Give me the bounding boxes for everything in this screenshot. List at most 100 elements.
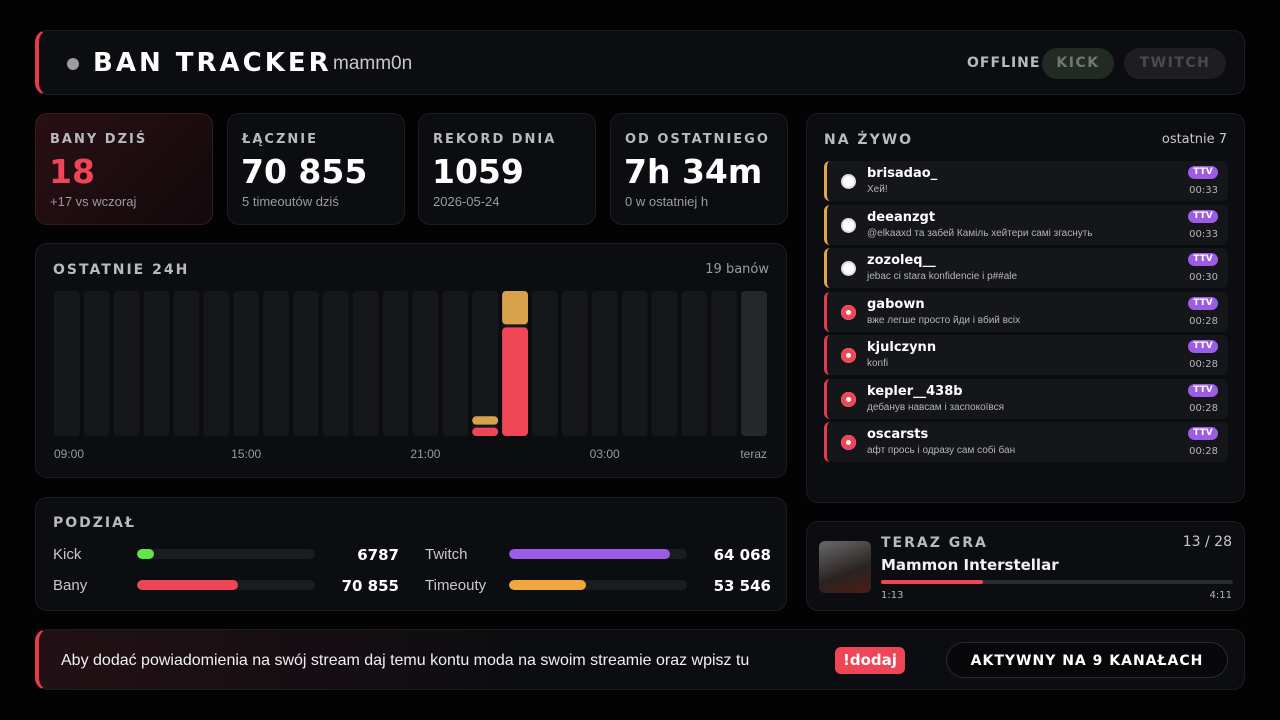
app-title: BAN TRACKER bbox=[93, 48, 332, 78]
album-art bbox=[819, 541, 871, 593]
stat-label: REKORD DNIA bbox=[433, 132, 557, 147]
split-track bbox=[509, 580, 687, 590]
split-track bbox=[137, 580, 315, 590]
split-value: 70 855 bbox=[341, 577, 399, 595]
status-dot bbox=[67, 58, 79, 70]
stream-status: OFFLINE bbox=[967, 55, 1041, 71]
stat-card: ŁĄCZNIE 70 855 5 timeoutów dziś bbox=[227, 113, 405, 225]
feed-entry: brisadao_ Хей! TTV 00:33 bbox=[824, 161, 1228, 201]
platform-badge: TTV bbox=[1188, 209, 1218, 223]
hour-slot bbox=[382, 291, 409, 436]
x-label: 09:00 bbox=[54, 447, 84, 461]
feed-time: 00:33 bbox=[1189, 228, 1218, 240]
hour-slot bbox=[322, 291, 349, 436]
twitch-button[interactable]: TWITCH bbox=[1124, 48, 1226, 79]
stat-label: BANY DZIŚ bbox=[50, 132, 148, 147]
split-bar bbox=[137, 549, 155, 559]
split-bar bbox=[137, 580, 239, 590]
ban-icon bbox=[841, 391, 856, 407]
feed-time: 00:33 bbox=[1189, 185, 1218, 196]
ban-icon bbox=[841, 304, 856, 320]
duration: 4:11 bbox=[1209, 590, 1232, 601]
stat-card: OD OSTATNIEGO 7h 34m 0 w ostatniej h bbox=[610, 113, 788, 225]
feed-message: афт прось і одразу сам собі бан bbox=[867, 445, 1016, 456]
platform-badge: TTV bbox=[1188, 383, 1218, 397]
track-position: 13 / 28 bbox=[1182, 534, 1232, 550]
ban-icon bbox=[841, 348, 856, 363]
hour-slot bbox=[143, 291, 170, 436]
feed-user: kepler__438b bbox=[867, 383, 963, 399]
stat-sub: 2026-05-24 bbox=[433, 194, 500, 209]
bar-chart: 09:00 15:00 21:00 03:00 teraz bbox=[54, 291, 767, 461]
hour-slot bbox=[442, 291, 469, 436]
hour-slot bbox=[54, 291, 80, 436]
hour-slot bbox=[681, 291, 708, 436]
feed-user: kjulczynn bbox=[867, 340, 937, 355]
hour-slot bbox=[203, 291, 230, 436]
ban-bar bbox=[472, 427, 499, 436]
hour-slot bbox=[621, 291, 648, 436]
stat-card: REKORD DNIA 1059 2026-05-24 bbox=[418, 113, 596, 225]
x-label: 03:00 bbox=[590, 447, 620, 461]
feed-user: zozoleq__ bbox=[867, 253, 936, 268]
stat-label: OD OSTATNIEGO bbox=[625, 132, 770, 147]
x-label: teraz bbox=[740, 447, 767, 461]
feed-message: @elkaaxd та забей Каміль хейтери самі зг… bbox=[867, 227, 1093, 239]
feed-user: oscarsts bbox=[867, 427, 929, 442]
feed-user: gabown bbox=[867, 296, 925, 312]
hour-slot bbox=[741, 291, 767, 436]
split-value: 53 546 bbox=[713, 577, 771, 595]
split-value: 64 068 bbox=[713, 546, 771, 564]
chart-panel: OSTATNIE 24H 19 banów 09:00 15:00 21:00 03:… bbox=[35, 243, 787, 478]
feed-entry: gabown вже легше просто йди і вбий всіх TT… bbox=[824, 291, 1228, 332]
chart-title: OSTATNIE 24H bbox=[53, 262, 190, 278]
hour-slot bbox=[472, 291, 499, 436]
split-panel: PODZIAŁ Kick 6787 Twitch 64 068 Bany 70 855 Ti… bbox=[35, 497, 787, 611]
split-name: Bany bbox=[53, 577, 88, 594]
feed-user: deeanzgt bbox=[867, 209, 936, 225]
feed-entry: zozoleq__jebac ci stara konfidencie i p#… bbox=[824, 248, 1228, 288]
hour-slot bbox=[293, 291, 319, 436]
hour-slot bbox=[561, 291, 588, 436]
feed-entry: kjulczynn konfi TTV 00:28 bbox=[824, 335, 1228, 375]
stat-sub: +17 vs wczoraj bbox=[50, 194, 137, 209]
track-name: Mammon Interstellar bbox=[881, 556, 1059, 574]
hour-slot bbox=[352, 291, 379, 436]
split-track bbox=[137, 549, 315, 559]
stat-card: BANY DZIŚ 18 +17 vs wczoraj bbox=[35, 113, 213, 225]
command-badge: !dodaj bbox=[835, 647, 905, 674]
feed-time: 00:28 bbox=[1189, 315, 1218, 327]
feed-message: konfi bbox=[867, 358, 889, 369]
stat-value: 1059 bbox=[432, 152, 524, 191]
hour-slot bbox=[173, 291, 200, 436]
footer: Aby dodać powiadomienia na swój stream d… bbox=[35, 629, 1245, 690]
timeout-bar bbox=[472, 416, 499, 425]
timeout-icon bbox=[841, 217, 856, 233]
header: BAN TRACKER mamm0n OFFLINE KICK TWITCH bbox=[35, 30, 1245, 95]
split-value: 6787 bbox=[357, 546, 399, 564]
x-label: 15:00 bbox=[231, 447, 261, 461]
x-label: 21:00 bbox=[410, 447, 440, 461]
stat-value: 18 bbox=[49, 152, 95, 191]
kick-button[interactable]: KICK bbox=[1042, 48, 1114, 79]
ban-bar bbox=[502, 327, 528, 436]
hour-slot bbox=[651, 291, 678, 436]
live-title: NA ŻYWO bbox=[824, 132, 914, 148]
split-name: Twitch bbox=[425, 546, 468, 563]
split-title: PODZIAŁ bbox=[53, 515, 136, 531]
timeout-bar bbox=[502, 291, 528, 325]
feed-time: 00:28 bbox=[1189, 446, 1218, 457]
feed-time: 00:28 bbox=[1189, 402, 1218, 414]
stat-sub: 5 timeoutów dziś bbox=[242, 194, 339, 209]
hour-slot bbox=[711, 291, 738, 436]
split-bar bbox=[509, 580, 586, 590]
split-track bbox=[509, 549, 687, 559]
hour-slot bbox=[412, 291, 439, 436]
elapsed-time: 1:13 bbox=[881, 590, 904, 601]
progress-track bbox=[881, 580, 1233, 584]
feed-message: jebac ci stara konfidencie i p##ale bbox=[867, 271, 1018, 282]
progress-fill bbox=[881, 580, 984, 584]
now-playing: TERAZ GRA 13 / 28 Mammon Interstellar 1:… bbox=[806, 521, 1245, 611]
